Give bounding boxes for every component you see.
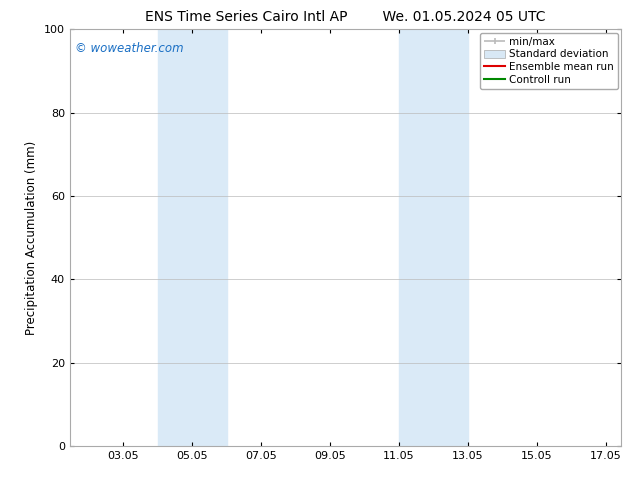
Title: ENS Time Series Cairo Intl AP        We. 01.05.2024 05 UTC: ENS Time Series Cairo Intl AP We. 01.05.… [145, 10, 546, 24]
Text: © woweather.com: © woweather.com [75, 42, 184, 55]
Y-axis label: Precipitation Accumulation (mm): Precipitation Accumulation (mm) [25, 141, 38, 335]
Bar [158, 29, 226, 446]
Bar [399, 29, 468, 446]
Legend: min/max, Standard deviation, Ensemble mean run, Controll run: min/max, Standard deviation, Ensemble me… [480, 32, 618, 89]
